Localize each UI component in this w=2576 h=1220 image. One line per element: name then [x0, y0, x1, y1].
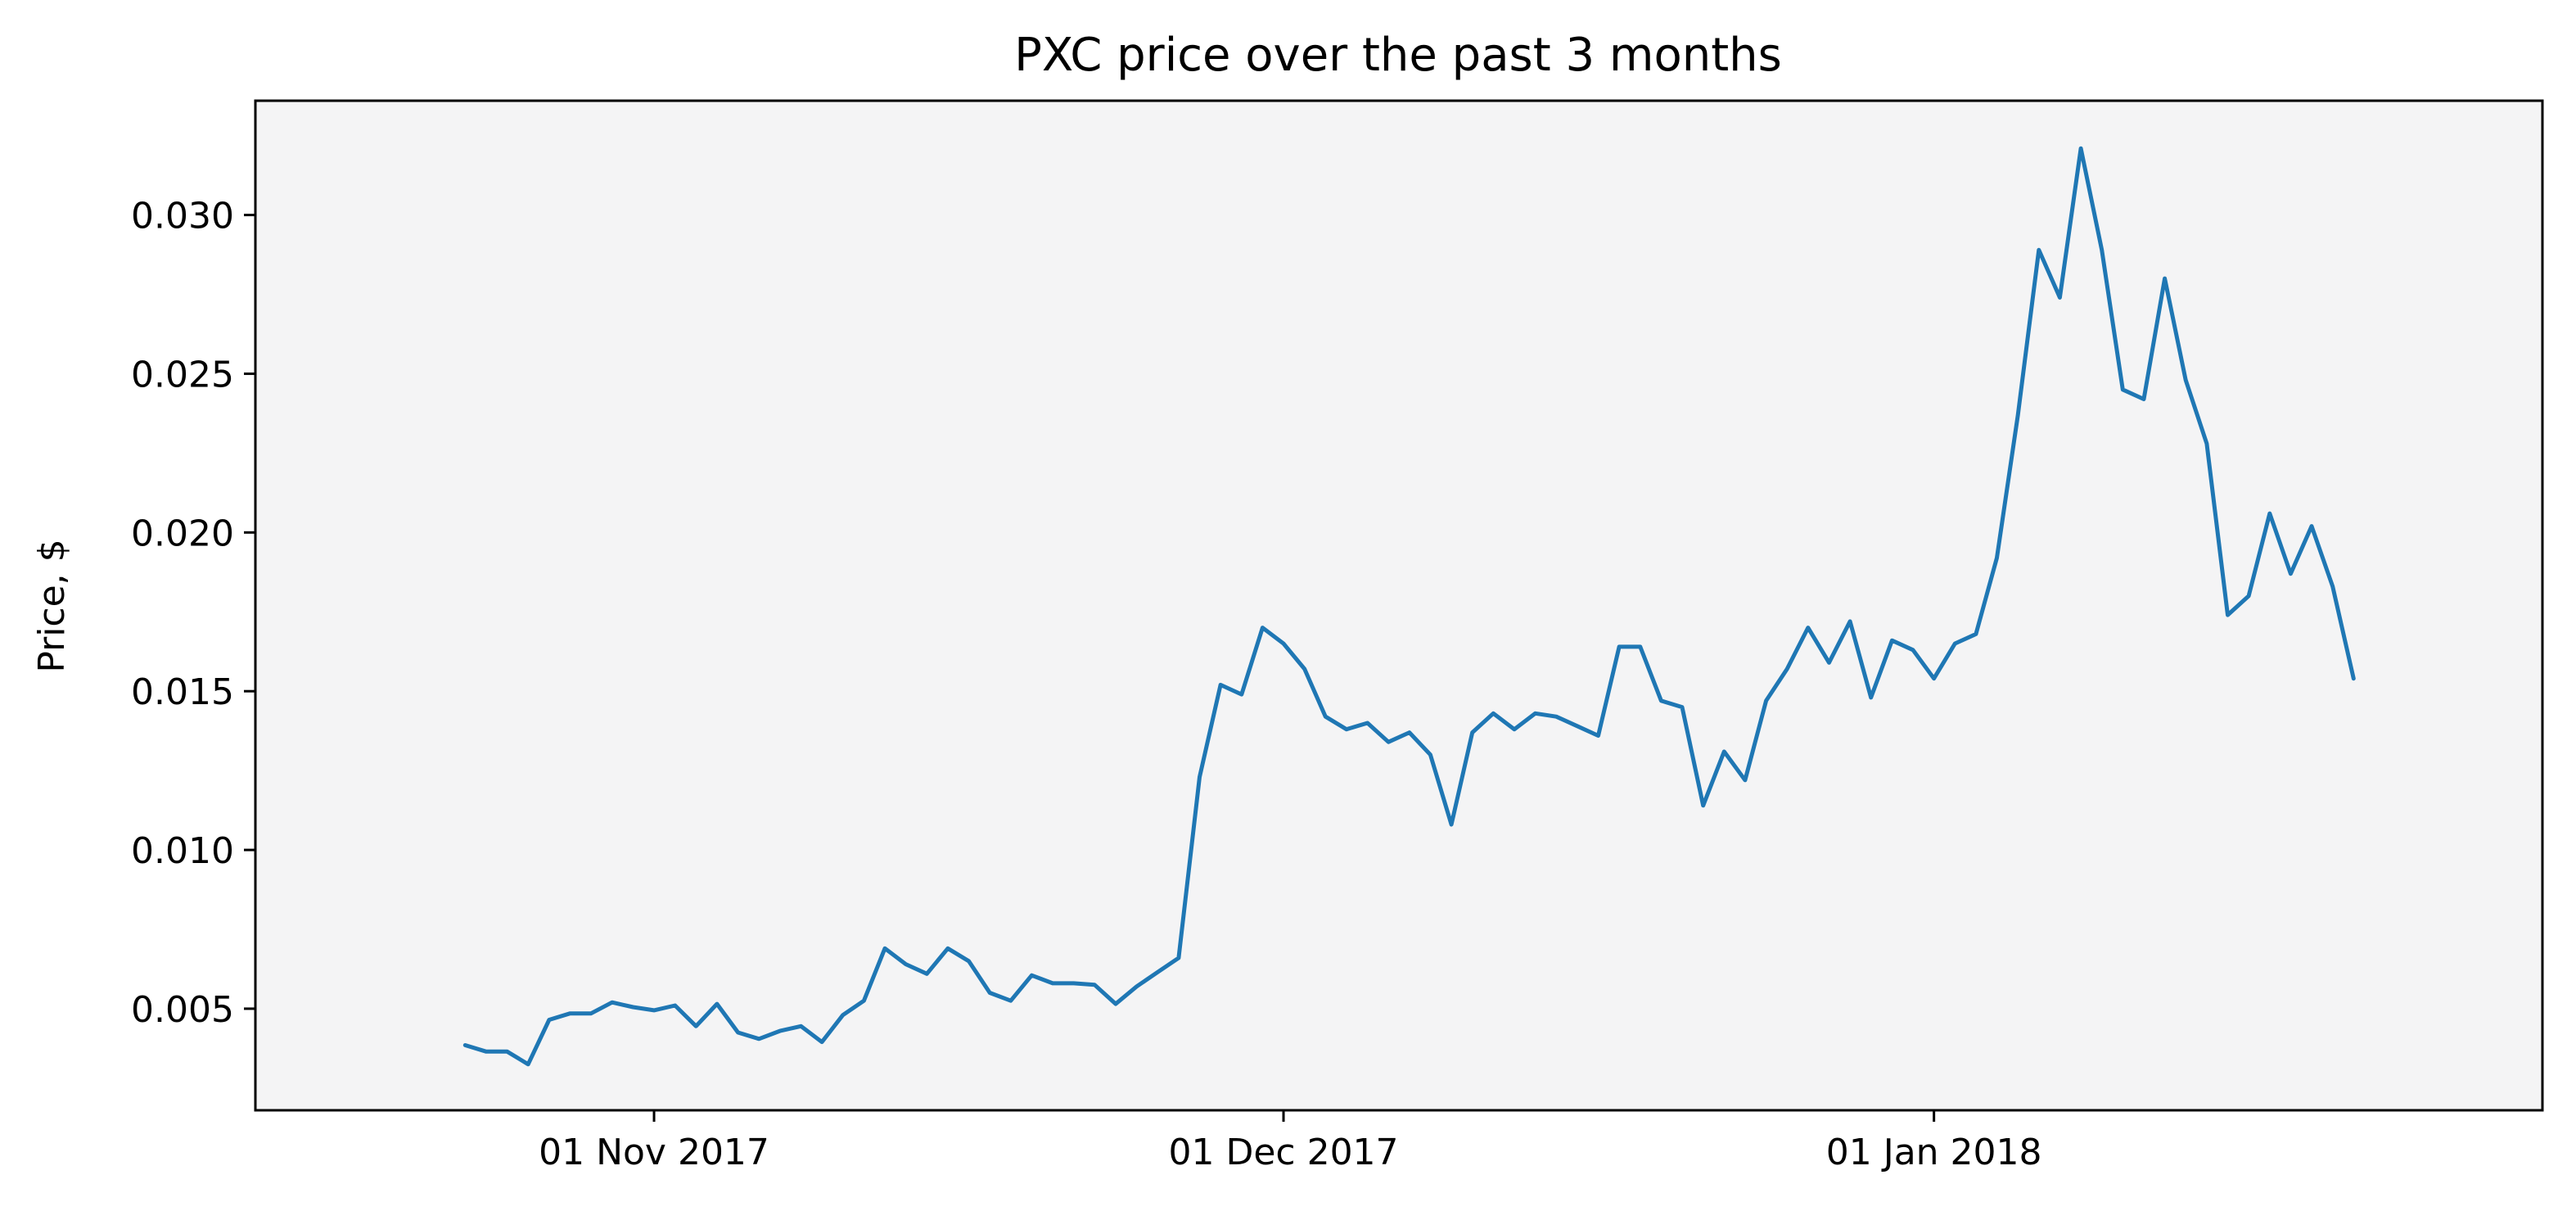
chart-title: PXC price over the past 3 months [1014, 29, 1782, 82]
y-tick-label: 0.015 [131, 671, 234, 713]
x-tick-label: 01 Dec 2017 [1168, 1132, 1398, 1173]
y-tick-label: 0.030 [131, 196, 234, 237]
y-tick-label: 0.010 [131, 830, 234, 872]
series-line [462, 146, 2356, 1067]
x-tick-label: 01 Nov 2017 [539, 1132, 769, 1173]
y-axis: 0.005 0.010 0.015 0.020 0.025 0.030 [131, 196, 255, 1031]
plot-frame [254, 99, 2544, 1112]
y-axis-title: Price, $ [31, 539, 73, 672]
x-axis: 01 Nov 2017 01 Dec 2017 01 Jan 2018 [539, 1110, 2042, 1173]
y-tick-label: 0.020 [131, 513, 234, 554]
plot-area [255, 101, 2542, 1110]
y-tick-label: 0.025 [131, 354, 234, 395]
y-tick-label: 0.005 [131, 989, 234, 1031]
x-tick-label: 01 Jan 2018 [1826, 1132, 2042, 1173]
